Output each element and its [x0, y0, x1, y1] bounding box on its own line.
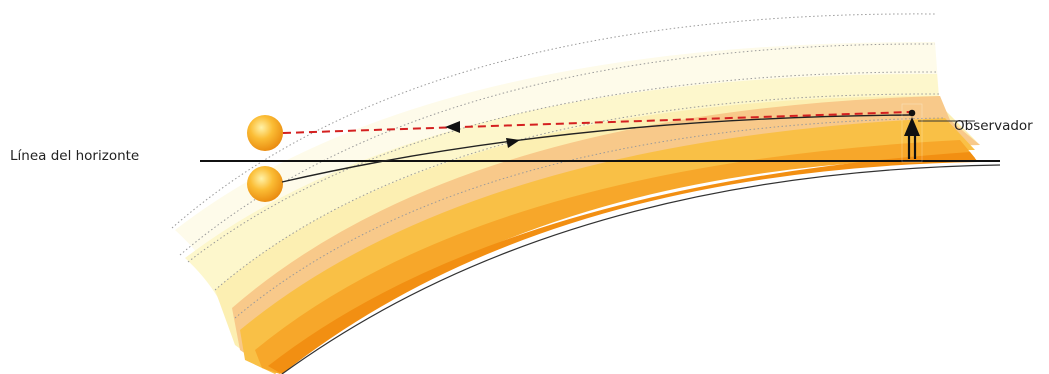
observer-highlight — [901, 103, 923, 163]
person-icon — [901, 103, 923, 163]
boundary-3 — [187, 71, 938, 263]
boundary-4 — [214, 93, 941, 291]
earth-layer-orange — [255, 140, 975, 374]
horizon-label: Línea del horizonte — [10, 148, 140, 164]
sun-apparent — [247, 115, 283, 151]
observer-dress — [904, 117, 920, 136]
earth-layer-yellow-orange — [240, 118, 975, 374]
boundary-outer — [171, 13, 936, 229]
sun-icon — [247, 115, 283, 151]
observer-head — [908, 109, 916, 117]
true-light-path — [281, 114, 911, 183]
earth-surface-line — [281, 164, 1001, 374]
sun-real — [247, 166, 283, 202]
apparent-line-of-sight — [282, 111, 911, 134]
layer-boundaries — [171, 13, 946, 319]
atmosphere-layers — [175, 41, 980, 374]
boundary-2 — [179, 43, 936, 256]
sun-icon — [247, 166, 283, 202]
observer-label: Observador — [954, 118, 1033, 134]
apparent-path-arrow — [445, 121, 460, 133]
true-path-arrow — [506, 138, 520, 148]
